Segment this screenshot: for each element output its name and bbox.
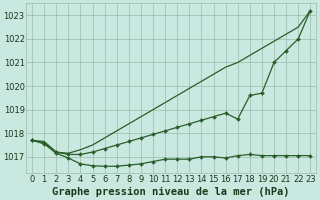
X-axis label: Graphe pression niveau de la mer (hPa): Graphe pression niveau de la mer (hPa) — [52, 186, 290, 197]
